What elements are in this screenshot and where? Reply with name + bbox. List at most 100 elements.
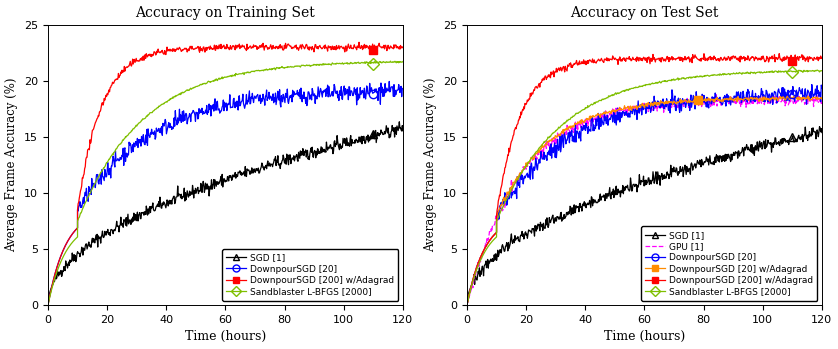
DownpourSGD [20] w/Adagrad: [817, 97, 827, 101]
DownpourSGD [200] w/Adagrad: [623, 56, 633, 60]
DownpourSGD [20] w/Adagrad: [462, 303, 472, 307]
SGD [1]: [553, 215, 563, 219]
DownpourSGD [20] w/Adagrad: [783, 94, 793, 98]
SGD [1]: [623, 183, 633, 187]
DownpourSGD [200] w/Adagrad: [699, 52, 709, 56]
SGD [1]: [134, 213, 144, 217]
GPU [1]: [462, 303, 472, 307]
Line: Sandblaster L-BFGS [2000]: Sandblaster L-BFGS [2000]: [48, 61, 403, 305]
Sandblaster L-BFGS [2000]: [106, 155, 116, 159]
DownpourSGD [200] w/Adagrad: [252, 47, 262, 52]
Line: DownpourSGD [20]: DownpourSGD [20]: [467, 84, 822, 305]
DownpourSGD [20] w/Adagrad: [623, 105, 633, 110]
SGD [1]: [106, 228, 116, 232]
GPU [1]: [804, 92, 815, 97]
SGD [1]: [815, 125, 825, 129]
DownpourSGD [200] w/Adagrad: [310, 43, 320, 47]
Sandblaster L-BFGS [2000]: [398, 59, 408, 64]
SGD [1]: [204, 184, 214, 188]
DownpourSGD [20]: [817, 86, 827, 90]
Sandblaster L-BFGS [2000]: [525, 159, 535, 163]
DownpourSGD [200] w/Adagrad: [817, 56, 827, 60]
Line: GPU [1]: GPU [1]: [467, 95, 822, 305]
Line: DownpourSGD [200] w/Adagrad: DownpourSGD [200] w/Adagrad: [467, 54, 822, 305]
Sandblaster L-BFGS [2000]: [671, 77, 681, 81]
GPU [1]: [729, 102, 739, 106]
SGD [1]: [398, 129, 408, 133]
DownpourSGD [20]: [729, 94, 739, 98]
DownpourSGD [20]: [699, 93, 709, 97]
DownpourSGD [20]: [43, 303, 53, 307]
DownpourSGD [20]: [623, 112, 633, 116]
DownpourSGD [20]: [134, 138, 144, 142]
Sandblaster L-BFGS [2000]: [43, 303, 53, 307]
GPU [1]: [699, 103, 709, 107]
DownpourSGD [200] w/Adagrad: [43, 303, 53, 307]
DownpourSGD [20] w/Adagrad: [699, 98, 709, 102]
Title: Accuracy on Training Set: Accuracy on Training Set: [136, 6, 315, 20]
DownpourSGD [20]: [671, 109, 681, 113]
SGD [1]: [252, 169, 262, 173]
DownpourSGD [200] w/Adagrad: [774, 52, 784, 56]
SGD [1]: [817, 131, 827, 135]
Sandblaster L-BFGS [2000]: [134, 121, 144, 125]
DownpourSGD [20] w/Adagrad: [671, 101, 681, 105]
DownpourSGD [200] w/Adagrad: [462, 303, 472, 307]
Legend: SGD [1], DownpourSGD [20], DownpourSGD [200] w/Adagrad, Sandblaster L-BFGS [2000: SGD [1], DownpourSGD [20], DownpourSGD […: [222, 249, 398, 300]
Sandblaster L-BFGS [2000]: [385, 59, 396, 63]
Legend: SGD [1], GPU [1], DownpourSGD [20], DownpourSGD [20] w/Adagrad, DownpourSGD [200: SGD [1], GPU [1], DownpourSGD [20], Down…: [641, 227, 817, 300]
GPU [1]: [553, 133, 563, 137]
DownpourSGD [200] w/Adagrad: [204, 45, 214, 49]
DownpourSGD [20]: [398, 86, 408, 90]
Sandblaster L-BFGS [2000]: [462, 303, 472, 307]
Line: DownpourSGD [20] w/Adagrad: DownpourSGD [20] w/Adagrad: [467, 96, 822, 305]
Line: SGD [1]: SGD [1]: [48, 122, 403, 305]
SGD [1]: [729, 153, 739, 157]
DownpourSGD [20]: [204, 110, 214, 114]
SGD [1]: [671, 166, 681, 170]
SGD [1]: [43, 303, 53, 307]
Sandblaster L-BFGS [2000]: [310, 63, 320, 67]
DownpourSGD [20] w/Adagrad: [525, 159, 535, 164]
DownpourSGD [20] w/Adagrad: [729, 98, 739, 102]
DownpourSGD [200] w/Adagrad: [106, 85, 116, 89]
SGD [1]: [280, 161, 290, 165]
SGD [1]: [462, 303, 472, 307]
Title: Accuracy on Test Set: Accuracy on Test Set: [570, 6, 719, 20]
Line: DownpourSGD [200] w/Adagrad: DownpourSGD [200] w/Adagrad: [48, 42, 403, 305]
Sandblaster L-BFGS [2000]: [623, 88, 633, 92]
Sandblaster L-BFGS [2000]: [280, 66, 290, 70]
Sandblaster L-BFGS [2000]: [817, 69, 827, 73]
DownpourSGD [200] w/Adagrad: [525, 97, 535, 101]
DownpourSGD [20]: [525, 165, 535, 169]
DownpourSGD [20]: [385, 79, 395, 83]
Sandblaster L-BFGS [2000]: [812, 68, 822, 72]
DownpourSGD [200] w/Adagrad: [553, 67, 563, 72]
GPU [1]: [623, 106, 633, 110]
Line: DownpourSGD [20]: DownpourSGD [20]: [48, 81, 403, 305]
Sandblaster L-BFGS [2000]: [204, 79, 214, 83]
X-axis label: Time (hours): Time (hours): [604, 331, 685, 343]
GPU [1]: [525, 161, 535, 165]
SGD [1]: [525, 228, 535, 232]
Y-axis label: Average Frame Accuracy (%): Average Frame Accuracy (%): [6, 78, 18, 252]
DownpourSGD [20]: [106, 176, 116, 180]
Line: Sandblaster L-BFGS [2000]: Sandblaster L-BFGS [2000]: [467, 70, 822, 305]
DownpourSGD [200] w/Adagrad: [671, 57, 681, 61]
DownpourSGD [20]: [252, 94, 262, 98]
Sandblaster L-BFGS [2000]: [553, 126, 563, 130]
DownpourSGD [20]: [280, 101, 290, 105]
Line: SGD [1]: SGD [1]: [467, 127, 822, 305]
SGD [1]: [699, 160, 709, 164]
GPU [1]: [671, 100, 681, 104]
SGD [1]: [310, 149, 320, 154]
DownpourSGD [200] w/Adagrad: [134, 58, 144, 62]
DownpourSGD [20]: [462, 303, 472, 307]
Sandblaster L-BFGS [2000]: [699, 74, 709, 78]
DownpourSGD [20]: [807, 82, 817, 87]
SGD [1]: [395, 120, 405, 124]
Sandblaster L-BFGS [2000]: [252, 68, 262, 73]
DownpourSGD [20] w/Adagrad: [553, 133, 563, 138]
DownpourSGD [200] w/Adagrad: [729, 56, 739, 60]
DownpourSGD [20]: [553, 146, 563, 150]
